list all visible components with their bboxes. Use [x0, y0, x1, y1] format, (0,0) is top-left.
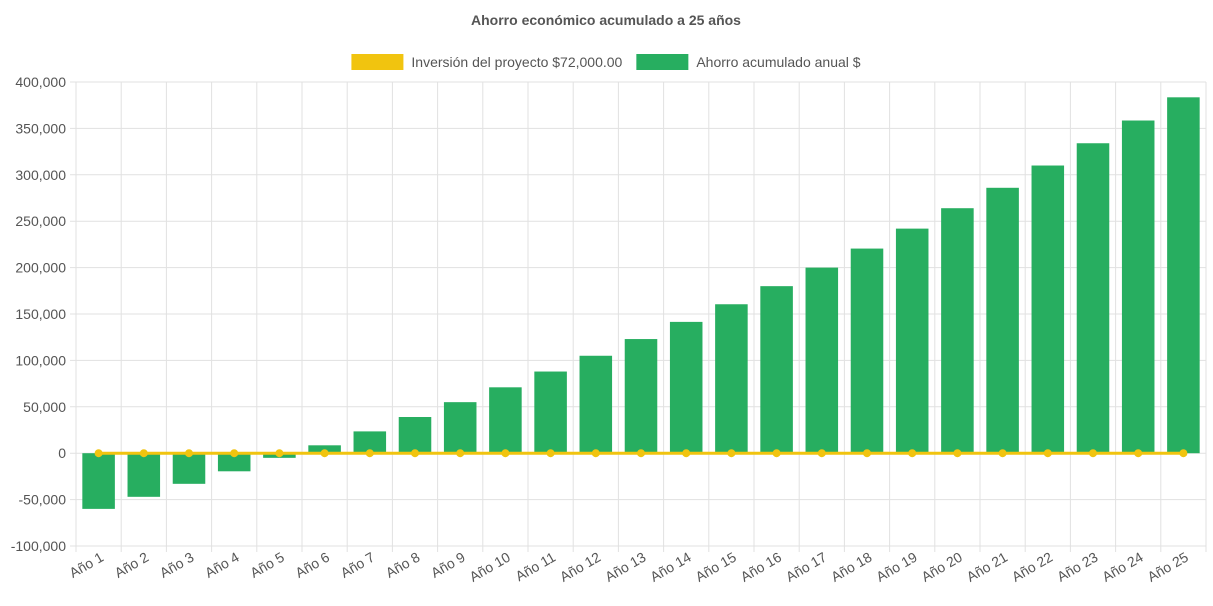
y-tick-label: 0: [58, 445, 66, 461]
x-tick-label: Año 9: [428, 549, 468, 581]
line-point: [456, 449, 465, 458]
line-point: [908, 449, 917, 458]
bar: [1167, 97, 1200, 454]
x-tick-label: Año 25: [1144, 549, 1191, 585]
y-tick-label: 400,000: [15, 74, 66, 90]
line-point: [230, 449, 239, 458]
line-point: [1134, 449, 1143, 458]
legend: Inversión del proyecto $72,000.00 Ahorro …: [351, 54, 861, 70]
bar: [850, 248, 884, 454]
bar: [624, 339, 658, 454]
x-tick-label: Año 5: [247, 549, 287, 581]
bar: [398, 417, 432, 454]
x-tick-label: Año 15: [692, 549, 739, 585]
y-tick-label: 100,000: [15, 352, 66, 368]
x-axis: Año 1 Año 2 Año 3 Año 4 Año 5 Año 6 Año 7 Año 8…: [66, 549, 1191, 585]
line-point: [817, 449, 826, 458]
x-tick-label: Año 13: [602, 549, 649, 585]
line-point: [591, 449, 600, 458]
line-point: [727, 449, 736, 458]
line-point: [501, 449, 510, 458]
x-tick-label: Año 6: [292, 549, 332, 581]
line-point: [998, 449, 1007, 458]
bar: [760, 286, 793, 454]
y-tick-label: 50,000: [23, 399, 66, 415]
bar: [82, 453, 115, 509]
x-tick-label: Año 18: [828, 549, 875, 585]
line-point: [1089, 449, 1097, 458]
bar: [127, 453, 161, 497]
x-tick-label: Año 7: [338, 549, 378, 581]
line-point: [772, 449, 781, 458]
bar: [489, 387, 522, 454]
x-tick-label: Año 2: [112, 549, 152, 581]
y-tick-label: -50,000: [19, 492, 67, 508]
legend-swatch: [636, 54, 689, 70]
line-point: [411, 449, 419, 458]
bar: [353, 431, 387, 454]
bar: [1076, 143, 1110, 454]
bar: [172, 453, 206, 484]
x-tick-label: Año 11: [513, 549, 559, 585]
line-point: [94, 449, 103, 458]
grid: [70, 81, 1207, 552]
x-tick-label: Año 22: [1009, 549, 1056, 585]
x-tick-label: Año 12: [557, 549, 604, 585]
line-point: [320, 449, 329, 458]
x-tick-label: Año 19: [873, 549, 920, 585]
bar: [715, 304, 748, 454]
line-point: [365, 449, 374, 458]
x-tick-label: Año 10: [466, 549, 513, 585]
bar: [443, 402, 477, 454]
x-tick-label: Año 4: [202, 549, 242, 581]
bar-series: [82, 97, 1200, 509]
line-point: [1179, 449, 1188, 458]
legend-swatch: [351, 54, 404, 70]
bar: [534, 371, 567, 454]
chart-title: Ahorro económico acumulado a 25 años: [471, 12, 741, 28]
bar: [1121, 120, 1155, 454]
bar: [579, 355, 613, 454]
line-point: [637, 449, 645, 458]
bar: [669, 321, 703, 454]
bar: [805, 267, 839, 454]
y-tick-label: 200,000: [15, 260, 66, 276]
bar: [986, 187, 1019, 454]
x-tick-label: Año 17: [783, 549, 830, 585]
y-tick-label: 300,000: [15, 167, 66, 183]
line-point: [185, 449, 193, 458]
bar: [217, 453, 251, 472]
line-series: [94, 449, 1188, 458]
line-point: [863, 449, 871, 458]
x-tick-label: Año 21: [964, 549, 1011, 585]
y-tick-label: 250,000: [15, 213, 66, 229]
bar: [895, 228, 929, 454]
y-tick-label: -100,000: [11, 538, 66, 554]
x-tick-label: Año 14: [647, 549, 694, 585]
legend-label: Inversión del proyecto $72,000.00: [411, 54, 622, 70]
legend-label: Ahorro acumulado anual $: [696, 54, 860, 70]
x-tick-label: Año 8: [383, 549, 423, 581]
x-tick-label: Año 23: [1054, 549, 1101, 585]
bar: [941, 208, 974, 454]
x-tick-label: Año 24: [1099, 549, 1146, 585]
line-point: [682, 449, 691, 458]
line-point: [139, 449, 148, 458]
y-tick-label: 150,000: [15, 306, 66, 322]
line-point: [1043, 449, 1052, 458]
x-tick-label: Año 3: [157, 549, 197, 581]
line-point: [546, 449, 555, 458]
line-point: [275, 449, 284, 458]
line-point: [953, 449, 962, 458]
bar: [1031, 165, 1065, 454]
x-tick-label: Año 16: [738, 549, 785, 585]
y-tick-label: 350,000: [15, 120, 66, 136]
x-tick-label: Año 20: [918, 549, 965, 585]
x-tick-label: Año 1: [66, 549, 106, 581]
y-axis: -100,000 -50,000 0 50,000 100,000 150,000 200,…: [11, 74, 66, 554]
